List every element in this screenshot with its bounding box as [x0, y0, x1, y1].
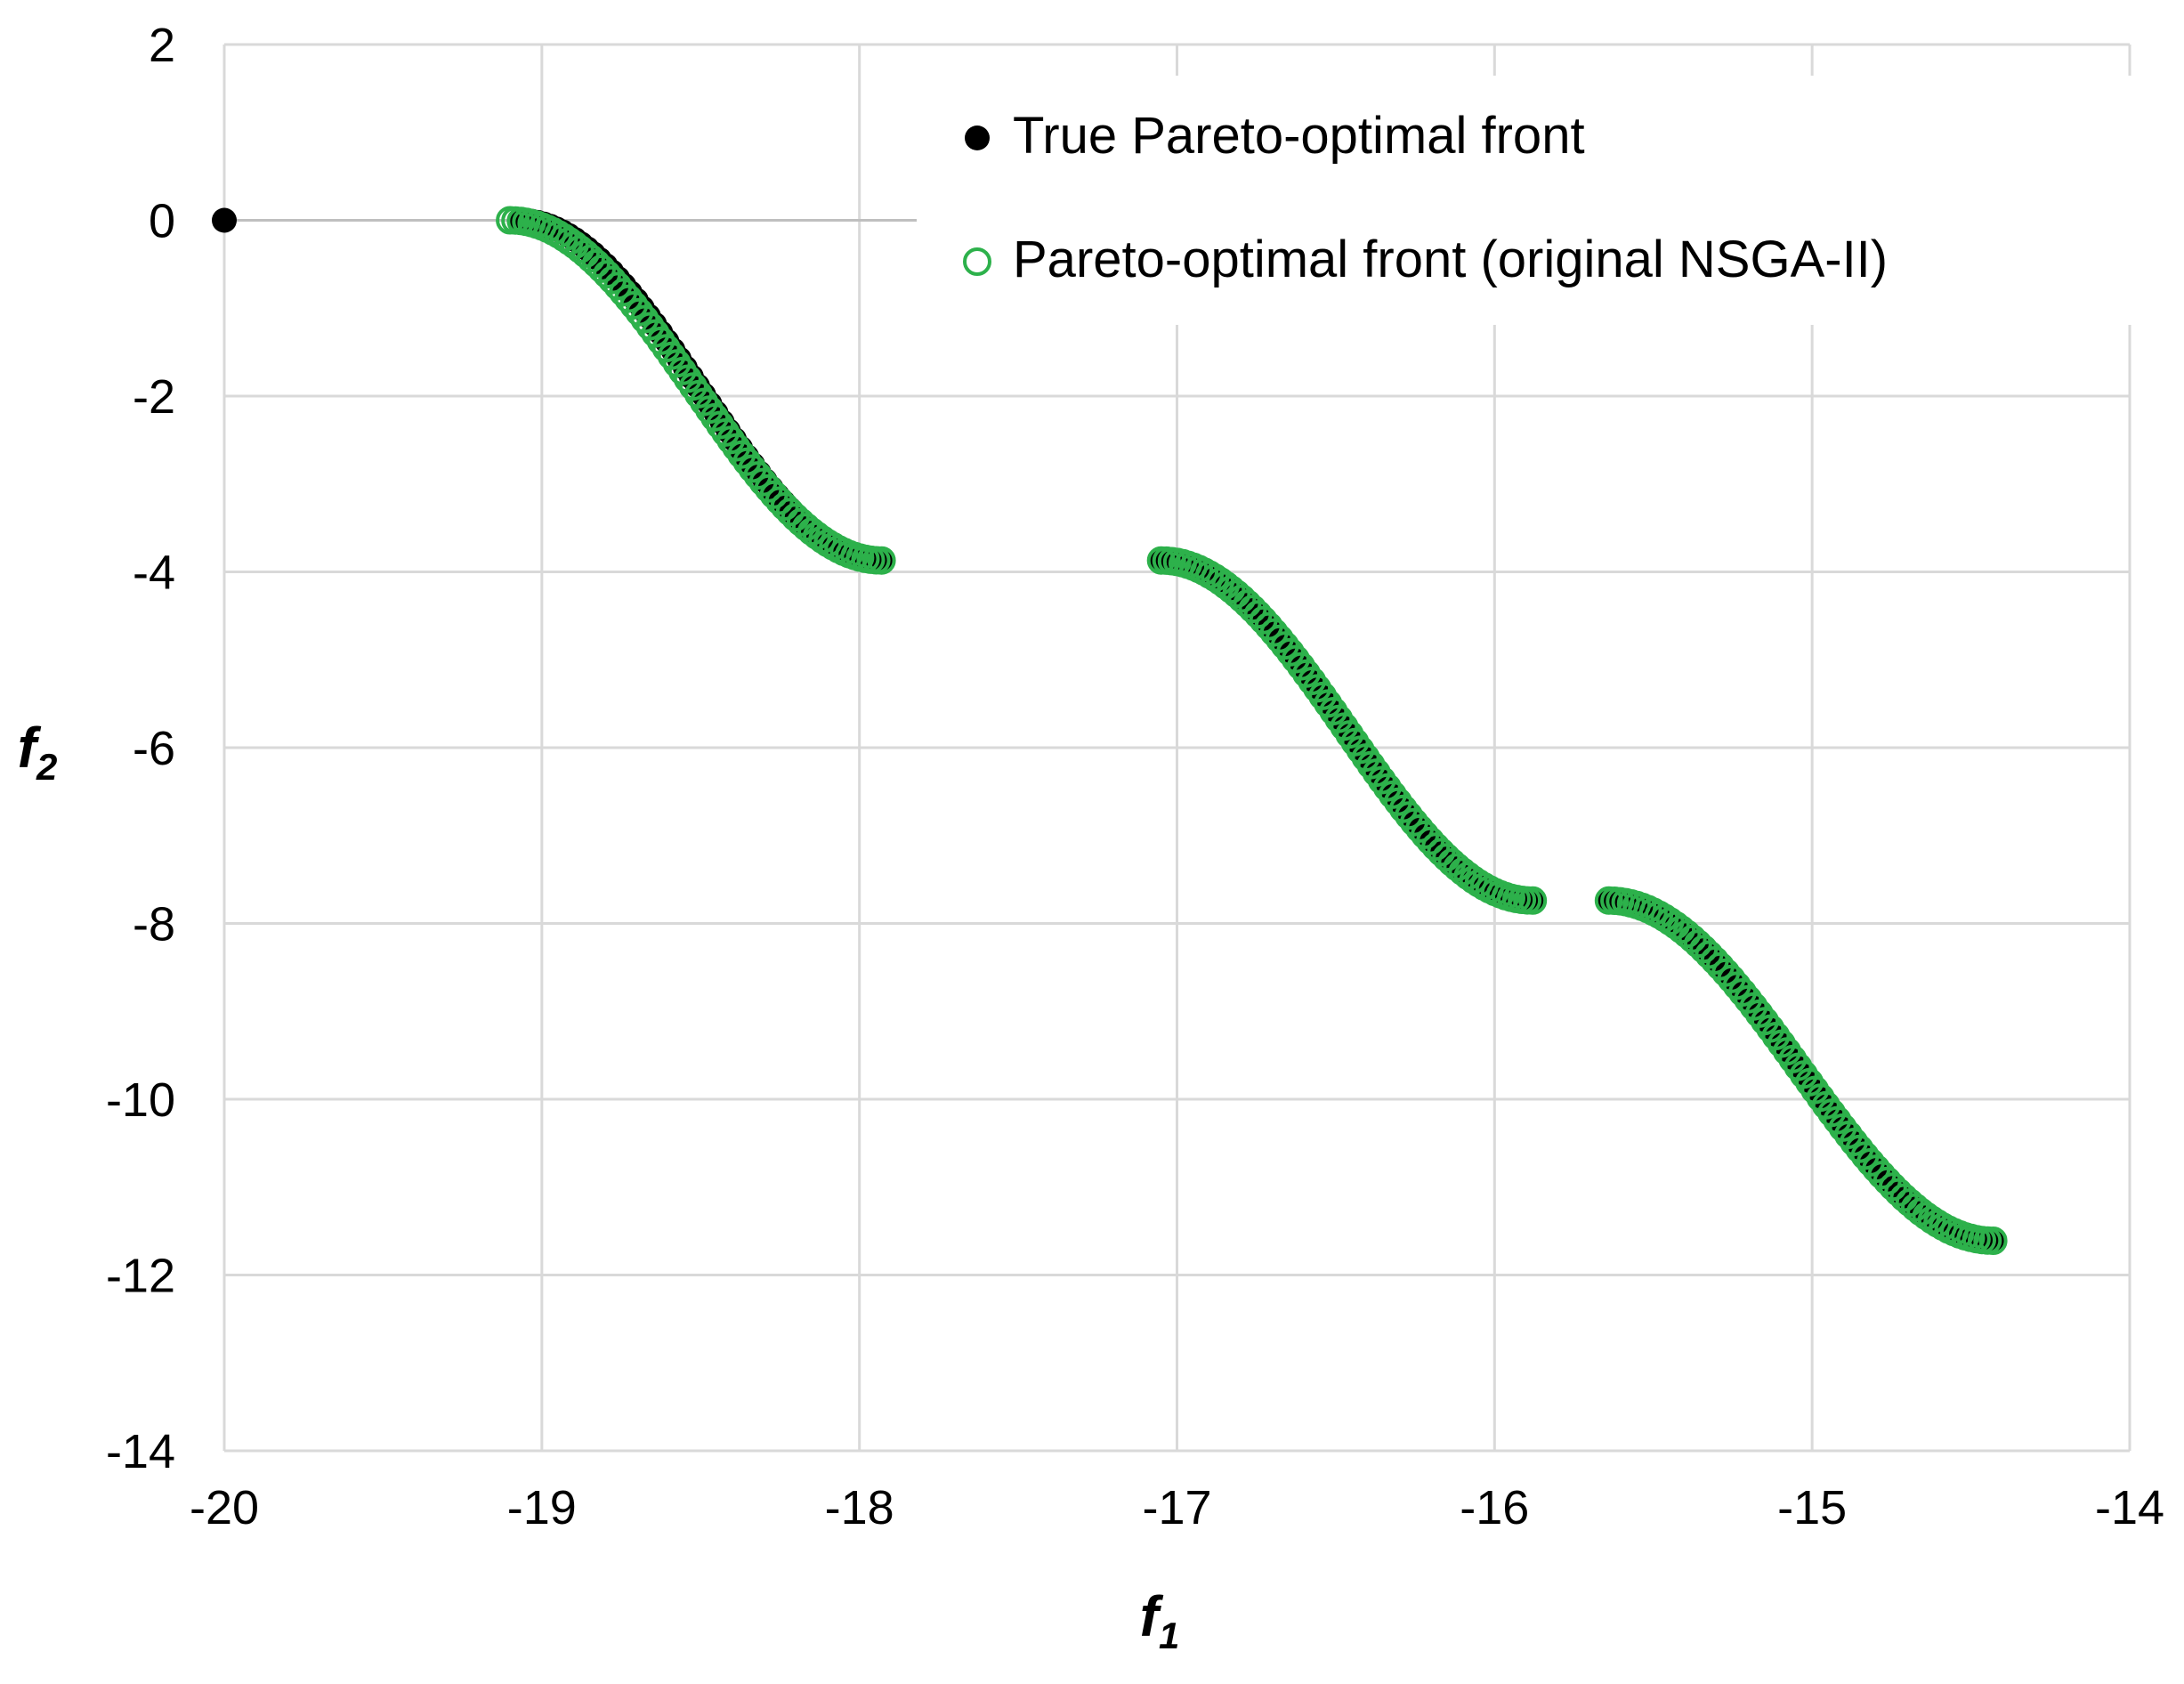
y-tick-label: -12	[106, 1250, 175, 1303]
x-axis-label: f1	[1140, 1584, 1180, 1656]
series-true-front	[212, 208, 2006, 1254]
x-tick-label: -14	[2095, 1481, 2164, 1534]
legend: True Pareto-optimal front Pareto-optimal…	[917, 76, 2136, 325]
y-tick-label: -6	[133, 722, 175, 775]
x-tick-label: -20	[190, 1481, 259, 1534]
data-points	[212, 208, 2006, 1254]
y-tick-label: -2	[133, 370, 175, 424]
x-tick-label: -18	[825, 1481, 894, 1534]
x-tick-label: -17	[1142, 1481, 1211, 1534]
x-tick-label: -15	[1777, 1481, 1847, 1534]
y-tick-label: 2	[149, 19, 175, 72]
y-tick-label: -8	[133, 898, 175, 951]
legend-label-true-front: True Pareto-optimal front	[1013, 107, 1585, 165]
data-point	[212, 208, 237, 233]
y-tick-label: 0	[149, 195, 175, 248]
y-tick-label: -14	[106, 1425, 175, 1478]
y-tick-label: -10	[106, 1073, 175, 1127]
legend-marker-true-front	[965, 125, 990, 150]
x-tick-label: -19	[507, 1481, 577, 1534]
x-tick-label: -16	[1460, 1481, 1529, 1534]
series-nsga-front	[497, 208, 2006, 1254]
legend-label-nsga-front: Pareto-optimal front (original NSGA-II)	[1013, 231, 1888, 288]
y-tick-label: -4	[133, 546, 175, 600]
y-axis-label: f2	[18, 716, 58, 788]
